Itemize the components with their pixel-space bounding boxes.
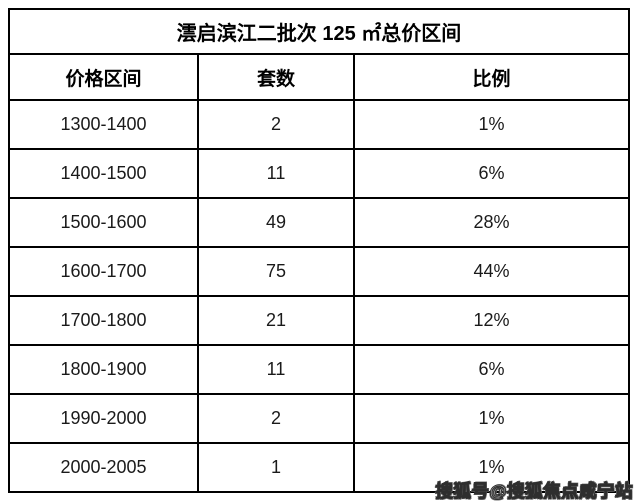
price-range-cell: 1400-1500 [8,148,199,199]
table-row: 1500-1600 49 28% [8,197,631,248]
proportion-cell: 12% [352,295,631,346]
proportion-cell: 1% [352,393,631,444]
table-row: 1600-1700 75 44% [8,246,631,297]
column-header-unit-count: 套数 [197,53,355,101]
proportion-cell: 1% [352,99,631,150]
price-range-cell: 1700-1800 [8,295,199,346]
unit-count-cell: 2 [197,99,355,150]
table-row: 2000-2005 1 1% [8,442,631,493]
header-row: 价格区间 套数 比例 [8,53,631,101]
title-row: 澐启滨江二批次 125 ㎡总价区间 [7,8,631,55]
column-header-price-range: 价格区间 [8,53,199,101]
proportion-cell: 6% [352,344,631,395]
unit-count-cell: 11 [197,148,355,199]
unit-count-cell: 75 [197,246,355,297]
price-range-cell: 1600-1700 [8,246,199,297]
proportion-cell: 1% [352,442,631,493]
proportion-cell: 6% [352,148,631,199]
price-range-cell: 1990-2000 [8,393,199,444]
table-row: 1300-1400 2 1% [8,99,631,150]
table-title: 澐启滨江二批次 125 ㎡总价区间 [7,8,631,55]
table-row: 1800-1900 11 6% [8,344,631,395]
proportion-cell: 44% [352,246,631,297]
price-range-cell: 2000-2005 [8,442,199,493]
table-row: 1990-2000 2 1% [8,393,631,444]
proportion-cell: 28% [352,197,631,248]
price-table: 澐启滨江二批次 125 ㎡总价区间 价格区间 套数 比例 1300-1400 2… [7,8,631,493]
unit-count-cell: 11 [197,344,355,395]
unit-count-cell: 21 [197,295,355,346]
unit-count-cell: 2 [197,393,355,444]
price-range-cell: 1500-1600 [8,197,199,248]
unit-count-cell: 1 [197,442,355,493]
price-range-cell: 1300-1400 [8,99,199,150]
price-range-cell: 1800-1900 [8,344,199,395]
unit-count-cell: 49 [197,197,355,248]
table-row: 1400-1500 11 6% [8,148,631,199]
column-header-proportion: 比例 [352,53,631,101]
table-row: 1700-1800 21 12% [8,295,631,346]
